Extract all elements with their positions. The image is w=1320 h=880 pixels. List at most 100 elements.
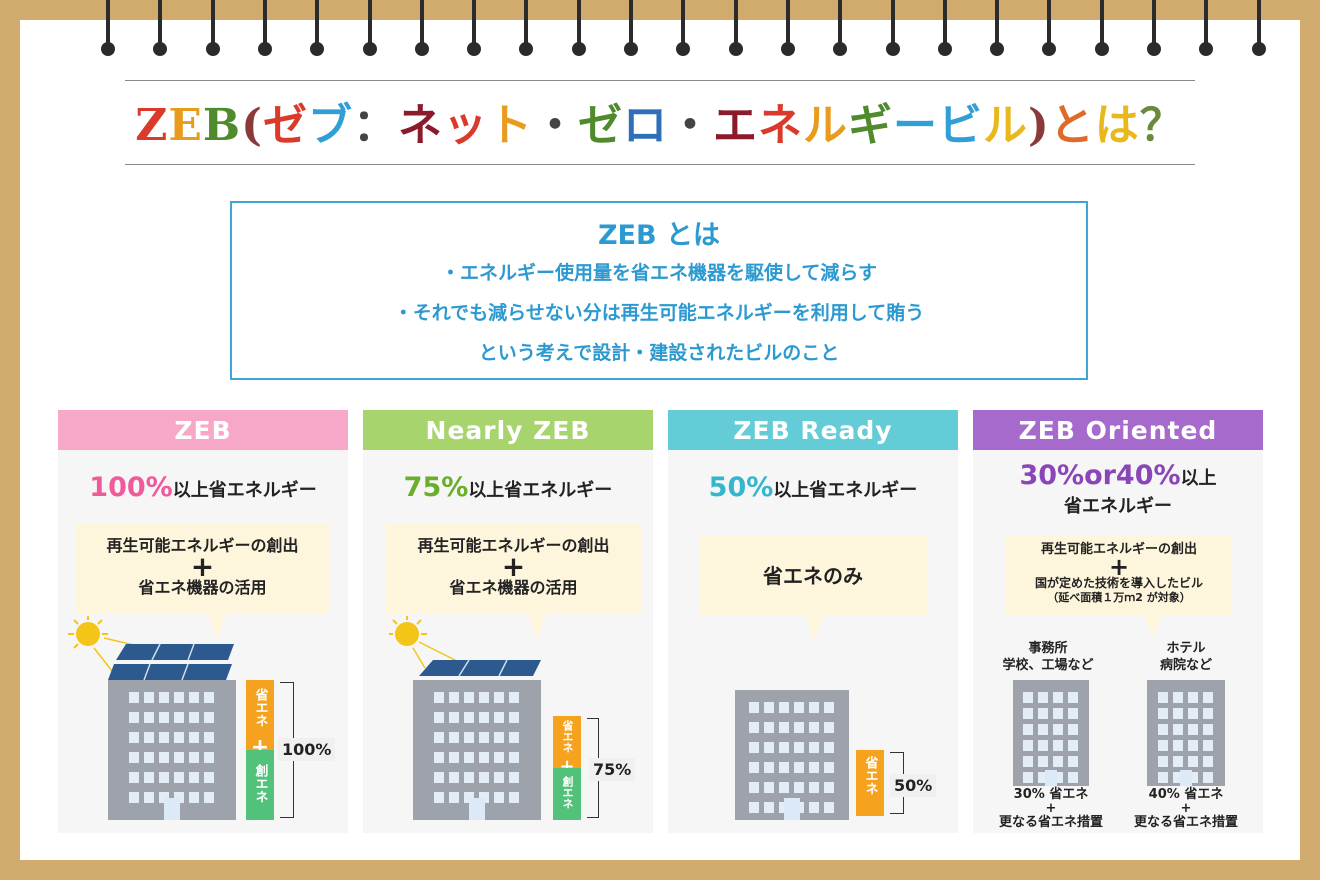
plus-sign: + xyxy=(501,550,526,583)
saving-rate: 100%以上省エネルギー xyxy=(58,472,348,503)
building-window xyxy=(1023,772,1033,783)
building xyxy=(413,680,541,820)
bar-label: 創エネ xyxy=(252,764,268,803)
binder-ring xyxy=(726,0,746,60)
building-window xyxy=(189,712,199,723)
title-char: ロ xyxy=(622,100,668,151)
building-window xyxy=(764,782,774,793)
saving-suffix: 省エネルギー xyxy=(1064,496,1172,517)
building-window xyxy=(1053,692,1063,703)
binder-ring xyxy=(150,0,170,60)
building-window xyxy=(1023,740,1033,751)
building-window xyxy=(1188,756,1198,767)
building-window xyxy=(749,802,759,813)
caption-line: ホテル xyxy=(1166,641,1206,656)
building-window xyxy=(809,782,819,793)
building-window xyxy=(159,772,169,783)
sun-and-solar-panels-icon xyxy=(68,616,234,681)
title-char: ネ xyxy=(397,100,443,151)
saving-percent: 50% xyxy=(708,472,774,503)
building-window xyxy=(1068,772,1078,783)
building-window xyxy=(1023,692,1033,703)
building-window xyxy=(189,792,199,803)
building-window xyxy=(1203,772,1213,783)
building-window xyxy=(1158,692,1168,703)
building-window xyxy=(129,692,139,703)
sun-and-solar-panels-icon xyxy=(389,616,541,677)
building-window xyxy=(479,772,489,783)
title-char: ビ xyxy=(937,100,983,151)
building-window xyxy=(129,792,139,803)
title-char: ゼ xyxy=(577,100,623,151)
total-percent-label: 75% xyxy=(589,758,636,781)
binder-ring xyxy=(621,0,641,60)
building-window xyxy=(509,692,519,703)
title-char: は xyxy=(1094,100,1140,151)
title-char: ？ xyxy=(1139,100,1185,151)
building xyxy=(108,680,236,820)
definition-line: ・それでも減らせない分は再生可能エネルギーを利用して賄う xyxy=(393,302,925,324)
saving-suffix: 以上 xyxy=(1180,468,1217,489)
panel-zeb-oriented: ZEB Oriented 30%or40%以上 省エネルギー 再生可能エネルギー… xyxy=(973,410,1263,833)
energy-saving-bar: 省エネ xyxy=(553,716,581,768)
saving-percent: 30%or40% xyxy=(1019,460,1181,491)
building-window xyxy=(204,752,214,763)
title-char: Z xyxy=(135,100,169,151)
oriented-measure: 40% 省エネ + 更なる省エネ措置 xyxy=(1116,788,1256,830)
building-window xyxy=(189,772,199,783)
building-window xyxy=(1203,692,1213,703)
building-window xyxy=(189,692,199,703)
building-window xyxy=(1038,724,1048,735)
building-window xyxy=(1203,724,1213,735)
building-window xyxy=(479,712,489,723)
measure-line: 40% 省エネ xyxy=(1148,787,1224,802)
binder-ring xyxy=(98,0,118,60)
binder-ring xyxy=(1092,0,1112,60)
building-window xyxy=(764,722,774,733)
building-window xyxy=(159,692,169,703)
building-window xyxy=(1173,756,1183,767)
building-window xyxy=(809,802,819,813)
title-char: エ xyxy=(712,100,758,151)
building-window xyxy=(159,712,169,723)
speech-bubble: 再生可能エネルギーの創出 + 省エネ機器の活用 xyxy=(76,524,329,640)
bubble-line: （延べ面積１万ｍ2 が対象） xyxy=(1047,591,1191,604)
building-window xyxy=(174,792,184,803)
building-window xyxy=(144,692,154,703)
building-window xyxy=(434,772,444,783)
page-title: ZEB(ゼブ：ネット・ゼロ・エネルギービル)とは？ xyxy=(125,96,1195,156)
binder-ring xyxy=(830,0,850,60)
bubble-line: 再生可能エネルギーの創出 xyxy=(417,536,610,555)
building-window xyxy=(144,712,154,723)
building-window xyxy=(1068,740,1078,751)
building-window xyxy=(464,712,474,723)
energy-creation-bar: 創エネ xyxy=(246,750,274,820)
title-char: ・ xyxy=(667,100,713,151)
definition-box: ZEB とは ・エネルギー使用量を省エネ機器を駆使して減らす ・それでも減らせな… xyxy=(230,201,1088,380)
caption-line: 病院など xyxy=(1159,658,1212,673)
building-window xyxy=(779,702,789,713)
binder-ring xyxy=(464,0,484,60)
building-window xyxy=(464,792,474,803)
panel-header: ZEB xyxy=(58,410,348,450)
definition-line: という考えで設計・建設されたビルのこと xyxy=(478,342,840,364)
building-window xyxy=(1038,756,1048,767)
panel-zeb-ready: ZEB Ready 50%以上省エネルギー 省エネのみ 省エネ 50% xyxy=(668,410,958,833)
binder-ring xyxy=(1249,0,1269,60)
binder-ring xyxy=(360,0,380,60)
building-window xyxy=(449,732,459,743)
title-rule-bottom xyxy=(125,164,1195,165)
building-type-caption: 事務所 学校、工場など xyxy=(983,640,1113,674)
building-window xyxy=(144,732,154,743)
definition-line: ・エネルギー使用量を省エネ機器を駆使して減らす xyxy=(440,262,878,284)
building-window xyxy=(204,692,214,703)
oriented-measure: 30% 省エネ + 更なる省エネ措置 xyxy=(981,788,1121,830)
panel-zeb: ZEB 100%以上省エネルギー 再生可能エネルギーの創出 + 省エネ機器の活用… xyxy=(58,410,348,833)
title-char: ネ xyxy=(757,100,803,151)
building xyxy=(735,690,849,820)
saving-rate: 30%or40%以上 省エネルギー xyxy=(973,462,1263,521)
binder-ring xyxy=(307,0,327,60)
building-window xyxy=(1188,740,1198,751)
building-door xyxy=(469,798,485,820)
building-window xyxy=(1158,708,1168,719)
